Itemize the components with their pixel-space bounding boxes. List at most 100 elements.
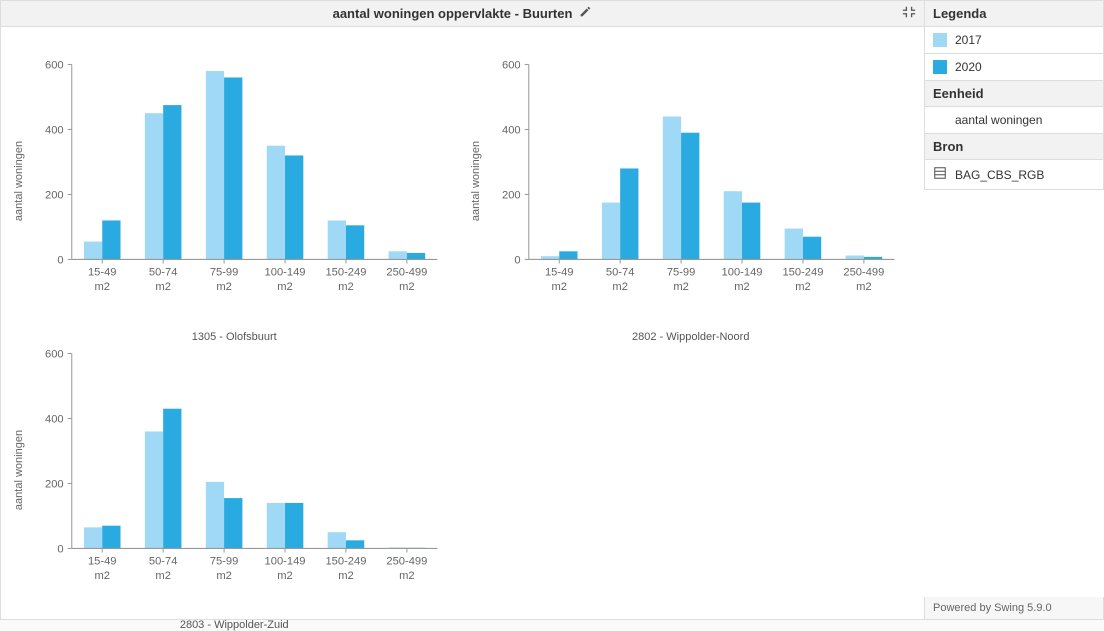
legend-swatch [933, 33, 947, 47]
database-icon [933, 166, 947, 183]
svg-text:200: 200 [45, 478, 64, 490]
svg-text:0: 0 [514, 255, 520, 267]
bar[interactable] [102, 220, 120, 259]
svg-text:600: 600 [45, 348, 64, 360]
svg-text:m2: m2 [399, 569, 414, 581]
bar[interactable] [845, 256, 863, 260]
svg-text:m2: m2 [734, 281, 750, 293]
bar[interactable] [163, 105, 181, 259]
panel-titlebar: aantal woningen oppervlakte - Buurten [1, 1, 924, 27]
svg-text:m2: m2 [155, 569, 171, 581]
chart-cell: aantal woningen020040060015-49m250-74m27… [21, 326, 448, 615]
chart-subtitle: 2803 - Wippolder-Zuid [21, 619, 448, 631]
bar[interactable] [84, 527, 102, 548]
svg-text:75-99: 75-99 [210, 267, 239, 279]
svg-text:400: 400 [45, 125, 64, 137]
svg-text:75-99: 75-99 [210, 555, 239, 567]
svg-text:m2: m2 [338, 569, 354, 581]
bar[interactable] [145, 431, 163, 548]
bar[interactable] [346, 540, 364, 548]
source-value[interactable]: BAG_CBS_RGB [924, 160, 1104, 190]
y-axis-label: aantal woningen [13, 141, 25, 221]
bar-chart: 020040060015-49m250-74m275-99m2100-149m2… [21, 326, 448, 615]
bar[interactable] [802, 237, 820, 260]
bar[interactable] [267, 146, 285, 260]
bar[interactable] [723, 191, 741, 259]
bar[interactable] [346, 225, 364, 259]
bar[interactable] [559, 251, 577, 259]
collapse-icon[interactable] [902, 5, 916, 22]
y-axis-label: aantal woningen [470, 141, 482, 221]
svg-text:m2: m2 [856, 281, 872, 293]
svg-text:m2: m2 [277, 281, 292, 293]
svg-text:100-149: 100-149 [265, 267, 306, 279]
svg-text:15-49: 15-49 [88, 267, 117, 279]
svg-text:150-249: 150-249 [325, 267, 366, 279]
svg-text:m2: m2 [795, 281, 811, 293]
bar[interactable] [389, 251, 407, 259]
bar[interactable] [206, 481, 224, 548]
svg-text:m2: m2 [673, 281, 689, 293]
svg-text:15-49: 15-49 [88, 555, 117, 567]
bar[interactable] [328, 220, 346, 259]
svg-text:m2: m2 [94, 569, 110, 581]
bar[interactable] [662, 116, 680, 259]
source-header: Bron [924, 134, 1104, 160]
bar[interactable] [163, 408, 181, 548]
panel-title: aantal woningen oppervlakte - Buurten [333, 6, 573, 21]
svg-text:m2: m2 [612, 281, 628, 293]
legend-swatch [933, 60, 947, 74]
svg-text:m2: m2 [338, 281, 354, 293]
chart-cell: aantal woningen020040060015-49m250-74m27… [478, 37, 905, 326]
bar[interactable] [267, 502, 285, 547]
bar[interactable] [84, 242, 102, 260]
svg-text:600: 600 [45, 60, 64, 72]
svg-text:m2: m2 [399, 281, 414, 293]
svg-text:250-499: 250-499 [386, 555, 427, 567]
svg-text:50-74: 50-74 [149, 267, 178, 279]
legend-item[interactable]: 2017 [924, 27, 1104, 54]
bar[interactable] [681, 133, 699, 260]
bar[interactable] [224, 498, 242, 548]
bar[interactable] [620, 168, 638, 259]
svg-text:75-99: 75-99 [666, 267, 695, 279]
bar[interactable] [601, 203, 619, 260]
svg-text:100-149: 100-149 [721, 267, 762, 279]
bar-chart: 020040060015-49m250-74m275-99m2100-149m2… [478, 37, 905, 326]
unit-header: Eenheid [924, 81, 1104, 107]
svg-text:600: 600 [502, 60, 521, 72]
svg-text:15-49: 15-49 [544, 267, 573, 279]
svg-text:250-499: 250-499 [386, 267, 427, 279]
svg-text:100-149: 100-149 [265, 555, 306, 567]
svg-text:m2: m2 [155, 281, 171, 293]
svg-text:250-499: 250-499 [843, 267, 884, 279]
chart-cell: aantal woningen020040060015-49m250-74m27… [21, 37, 448, 326]
pencil-icon[interactable] [578, 5, 592, 22]
bar[interactable] [742, 203, 760, 260]
bar[interactable] [328, 532, 346, 548]
sidebar: Legenda 20172020 Eenheid aantal woningen… [924, 0, 1104, 620]
charts-grid: aantal woningen 0 200 400 600 15-49 m2 50-74 m2 7… [1, 27, 924, 619]
svg-text:0: 0 [57, 543, 63, 555]
bar[interactable] [784, 229, 802, 260]
unit-value: aantal woningen [924, 107, 1104, 134]
svg-text:200: 200 [45, 190, 64, 202]
svg-text:m2: m2 [216, 569, 232, 581]
bar[interactable] [285, 502, 303, 547]
svg-text:m2: m2 [551, 281, 567, 293]
svg-text:0: 0 [57, 255, 63, 267]
main-panel: aantal woningen oppervlakte - Buurten aa… [0, 0, 924, 620]
legend-item[interactable]: 2020 [924, 54, 1104, 81]
bar[interactable] [206, 71, 224, 259]
bar[interactable] [285, 155, 303, 259]
bar[interactable] [102, 525, 120, 548]
svg-text:m2: m2 [277, 569, 292, 581]
bar[interactable] [407, 253, 425, 259]
app-root: aantal woningen oppervlakte - Buurten aa… [0, 0, 1104, 620]
bar[interactable] [145, 113, 163, 259]
bar[interactable] [224, 77, 242, 259]
svg-text:50-74: 50-74 [605, 267, 634, 279]
legend-label: 2020 [955, 60, 982, 74]
svg-text:150-249: 150-249 [782, 267, 823, 279]
y-axis-label: aantal woningen [13, 430, 25, 510]
